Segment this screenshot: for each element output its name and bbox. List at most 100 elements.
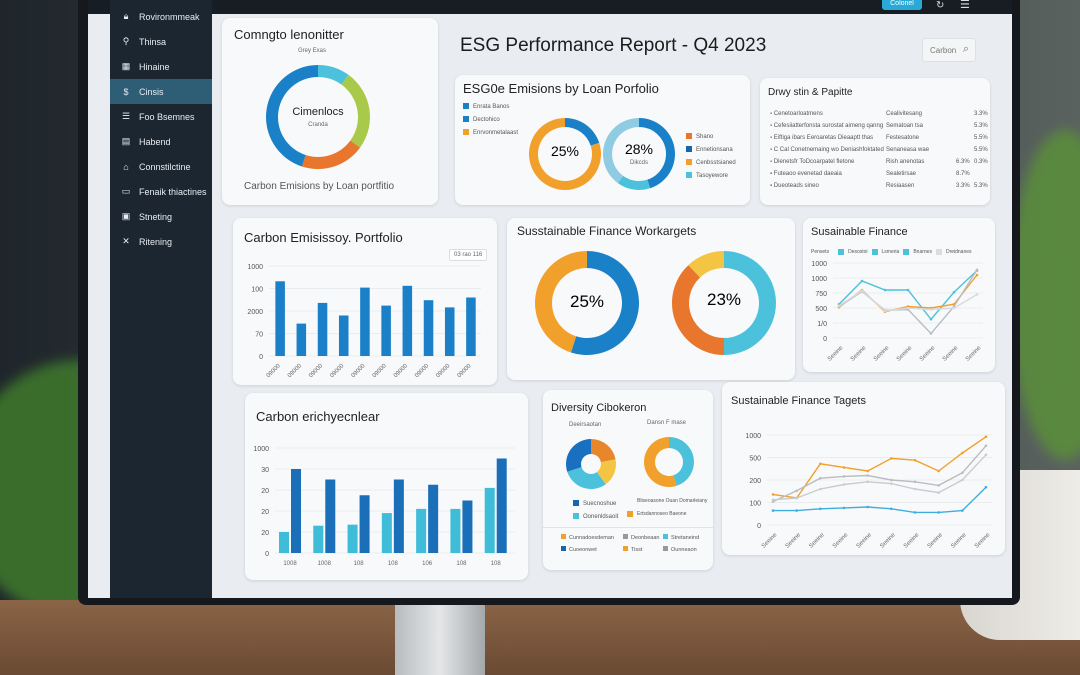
legend-item: Enrvonmetalaast xyxy=(463,127,518,140)
y-tick-label: 500 xyxy=(815,306,827,313)
sidebar-item-connstilctine[interactable]: ⌂ Connstilctine xyxy=(110,154,212,179)
data-point xyxy=(837,304,841,308)
table-row: ▪ C Cal Conetnemaing wo Deniashfoktated xyxy=(770,147,884,159)
y-tick-label: 0 xyxy=(265,551,269,558)
x-tick-label: 09000 xyxy=(414,363,431,380)
table-icon: ▭ xyxy=(121,186,131,196)
search-icon[interactable]: ⌕ xyxy=(962,43,969,55)
y-tick-label: 200 xyxy=(749,478,761,485)
bar xyxy=(466,297,476,356)
card-title: ESG0e Emisions by Loan Porfolio xyxy=(463,81,659,96)
donut-segment xyxy=(570,251,639,355)
legend-label: Dreidnanes xyxy=(945,249,972,255)
sidebar-item-stneting[interactable]: ▣ Stneting xyxy=(110,204,212,229)
bar xyxy=(444,307,455,356)
menu-icon[interactable]: ☰ xyxy=(960,0,970,11)
x-tick-label: Seeine xyxy=(832,532,850,550)
y-tick-label: 70 xyxy=(255,332,263,339)
key-icon: ⚲ xyxy=(122,36,130,46)
sidebar-item-hinaine[interactable]: ▦ Hinaine xyxy=(110,54,212,79)
card-title: Carbon Emisissoy. Portfolio xyxy=(244,230,403,245)
sidebar-item-cinsis[interactable]: $ Cinsis xyxy=(110,79,212,104)
refresh-icon[interactable]: ↻ xyxy=(936,0,945,11)
y-tick-label: 500 xyxy=(749,456,761,463)
legend-swatch xyxy=(623,534,628,539)
donut-segment xyxy=(724,251,776,355)
x-tick-label: 09000 xyxy=(329,363,346,380)
sidebar-item-habend[interactable]: ▤ Habend xyxy=(110,129,212,154)
table-row: ▪ Cefesiiatterfonsta surostat aimeng qan… xyxy=(770,123,884,135)
x-tick-label: Seeine xyxy=(903,532,921,550)
data-point xyxy=(929,308,933,311)
card-title: Diversity Cibokeron xyxy=(551,402,647,414)
data-point xyxy=(842,475,846,478)
sidebar: 🔒︎ Rovironmmeak ⚲ Thinsa ▦ Hinaine $ Cinsis ☰ Foo… xyxy=(110,0,212,598)
y-tick-label: 750 xyxy=(815,291,827,298)
table-row: ▪ Futeaoo evenetad daeaia xyxy=(770,171,884,183)
data-point xyxy=(866,474,869,477)
x-tick-label: 108 xyxy=(388,561,399,567)
sidebar-item-fenaik-thiactines[interactable]: ▭ Fenaik thiactines xyxy=(110,179,212,204)
legend-label: Cuoeonwet xyxy=(569,547,597,553)
row-value-1: 8.7% xyxy=(956,171,970,177)
x-tick-label: 106 xyxy=(422,561,433,567)
row-value-2: 5.3% xyxy=(974,123,988,129)
sidebar-item-ritening[interactable]: ✕ Ritening xyxy=(110,229,212,254)
row-label: Eiftiga ibars Eeroaretas Dieaaptt thas xyxy=(773,135,874,141)
card-title: Carbon erichyecnlear xyxy=(256,409,380,424)
legend-item: Ounneaon xyxy=(663,544,711,556)
donut-chart-1 xyxy=(529,118,601,190)
legend-label: Ertsdannoseo Baeone xyxy=(637,511,687,517)
sidebar-item-thinsa[interactable]: ⚲ Thinsa xyxy=(110,29,212,54)
row-bullet: ▪ xyxy=(770,159,774,165)
legend-item: Oonenldsaoit xyxy=(573,511,618,524)
person-icon: ✕ xyxy=(122,236,130,246)
data-point xyxy=(795,496,798,500)
x-tick-label: Seeine xyxy=(761,532,779,550)
bar xyxy=(279,532,289,553)
bar xyxy=(496,458,507,553)
x-tick-label: 108 xyxy=(456,561,467,567)
legend-item: Shano xyxy=(686,131,736,144)
line-chart: 0 1/0 500 750 1000 1000 Seeine Seeine Seeine Seei… xyxy=(811,261,983,363)
data-point xyxy=(890,482,893,485)
legend-label: Ounneaon xyxy=(671,547,697,553)
legend-b: Bliseoasone Ouan Domarleiany Ertsdannoseo… xyxy=(627,495,707,521)
donut-chart-2 xyxy=(603,118,675,190)
x-tick-label: 09000 xyxy=(266,363,283,380)
row-label: Cefesiiatterfonsta surostat aimeng qanng xyxy=(773,123,884,129)
donut-segment xyxy=(565,118,600,146)
sidebar-item-foo-bsemnes[interactable]: ☰ Foo Bsemnes xyxy=(110,104,212,129)
data-point xyxy=(890,478,893,482)
legend-item: Tisst xyxy=(623,544,663,556)
x-tick-label: 09000 xyxy=(372,363,389,380)
sidebar-item-rovironmmeak[interactable]: 🔒︎ Rovironmmeak xyxy=(110,4,212,29)
divider xyxy=(543,527,713,528)
data-point xyxy=(961,451,964,455)
row-value-2: 5.5% xyxy=(974,135,988,141)
card-carbon-portfolio: Carbon Emisissoy. Portfolio 03 rao 116 0… xyxy=(233,218,497,385)
card-diversity: Diversity Cibokeron Deeirsaotan Dansn F … xyxy=(543,390,713,570)
data-point xyxy=(771,509,775,512)
x-tick-label: Seeine xyxy=(785,532,803,550)
legend-label: Cenbsstsianed xyxy=(696,160,736,166)
row-bullet: ▪ xyxy=(770,183,774,189)
legend-item: Dectohico xyxy=(463,114,518,127)
search-input[interactable]: Carbon ⌕ xyxy=(922,38,976,62)
range-selector[interactable]: 03 rao 116 xyxy=(449,249,488,261)
y-tick-label: 30 xyxy=(261,467,269,474)
sidebar-item-label: Rovironmmeak xyxy=(139,11,200,22)
legend-swatch xyxy=(573,513,579,520)
legend-item: Cenbsstsianed xyxy=(686,157,736,170)
donut-chart-1 xyxy=(566,439,616,489)
row-value-2: 5.3% xyxy=(974,183,988,189)
data-point xyxy=(860,279,864,283)
donut-segment xyxy=(318,65,349,85)
data-point xyxy=(929,317,933,321)
row-value-2: 0.3% xyxy=(974,159,988,165)
document-icon: ▣ xyxy=(121,211,131,221)
top-button[interactable]: Colonel xyxy=(882,0,922,10)
sidebar-list: 🔒︎ Rovironmmeak ⚲ Thinsa ▦ Hinaine $ Cinsis ☰ Foo… xyxy=(110,0,212,254)
legend-label: Cunnadoesdeman xyxy=(569,535,614,541)
y-tick-label: 100 xyxy=(749,501,761,508)
